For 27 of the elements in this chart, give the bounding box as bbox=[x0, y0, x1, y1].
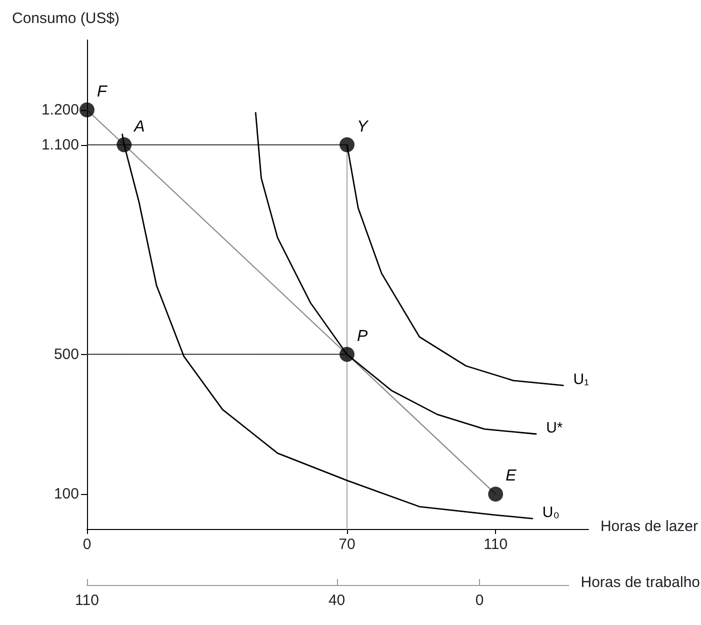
x-tick-label: 70 bbox=[338, 536, 356, 553]
annotation: F bbox=[97, 83, 108, 100]
line-series bbox=[254, 112, 537, 435]
x-tick-label: 0 bbox=[82, 536, 92, 553]
annotation: P bbox=[357, 328, 368, 345]
y-axis-title: Consumo (US$) bbox=[12, 10, 120, 27]
point bbox=[488, 486, 504, 502]
y-tick-label: 100 bbox=[54, 486, 79, 503]
series-label: U* bbox=[546, 419, 563, 436]
series-label: U₁ bbox=[573, 370, 590, 388]
annotation: Y bbox=[357, 118, 370, 136]
x-tick-label: 110 bbox=[484, 536, 508, 553]
y-tick-label: 1.200 bbox=[41, 101, 79, 118]
series-label: U₀ bbox=[542, 504, 560, 522]
point bbox=[80, 102, 94, 118]
x2-axis-title: Horas de trabalho bbox=[580, 574, 700, 591]
x2-tick-label: 0 bbox=[475, 592, 484, 609]
y-tick-label: 1.100 bbox=[41, 136, 79, 154]
x2-tick-label: 110 bbox=[75, 592, 99, 609]
point bbox=[340, 137, 355, 152]
annotation: A bbox=[133, 118, 145, 136]
annotation: E bbox=[506, 468, 517, 485]
point bbox=[340, 346, 355, 362]
x-axis-title: Horas de lazer bbox=[600, 518, 698, 535]
y-tick-label: 500 bbox=[54, 346, 79, 363]
x2-tick-label: 40 bbox=[328, 592, 346, 609]
point bbox=[116, 137, 132, 152]
